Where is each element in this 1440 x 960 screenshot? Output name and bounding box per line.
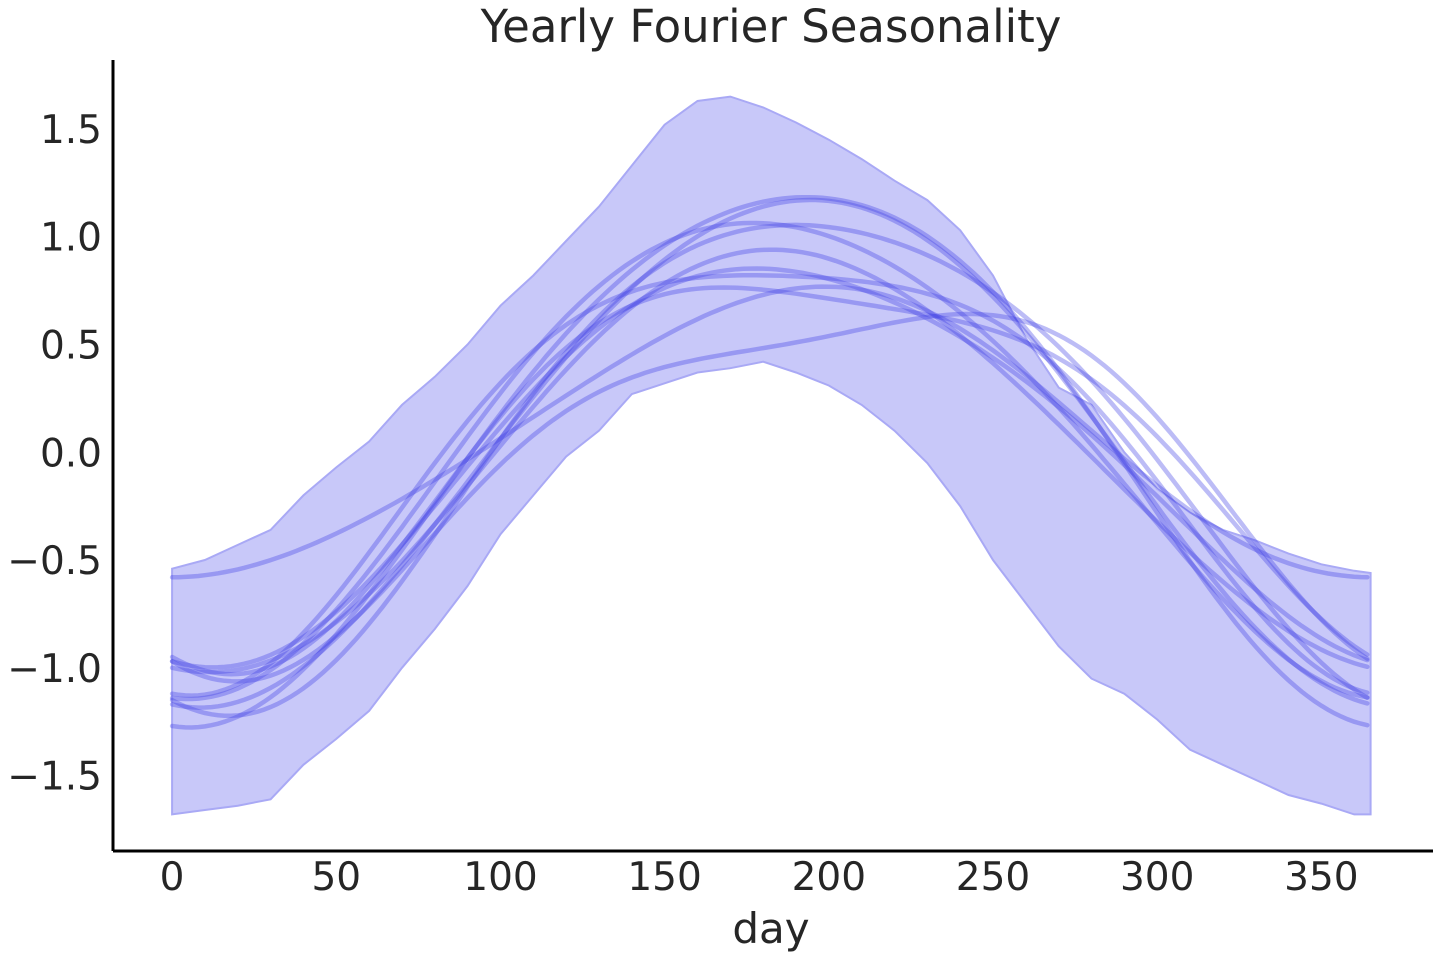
series-lines-layer	[169, 194, 1370, 730]
y-tick-label: −1.0	[7, 647, 102, 692]
seasonality-sample-line-4	[169, 222, 1370, 719]
seasonality-sample-line-6	[169, 197, 1370, 710]
chart-title: Yearly Fourier Seasonality	[480, 0, 1062, 53]
x-tick-label: 350	[1284, 855, 1358, 900]
x-tick-label: 0	[160, 855, 185, 900]
seasonality-sample-line-9	[169, 247, 1370, 675]
seasonality-sample-line-10	[169, 266, 1370, 670]
x-tick-label: 100	[463, 855, 537, 900]
seasonality-sample-line-2	[169, 285, 1370, 677]
y-tick-label: 0.0	[40, 431, 102, 476]
x-tick-label: 300	[1120, 855, 1194, 900]
y-tick-labels: −1.5 −1.0 −0.5 0.0 0.5 1.0 1.5	[7, 108, 102, 800]
y-tick-label: −0.5	[7, 539, 102, 584]
seasonality-sample-line-3	[169, 273, 1370, 698]
seasonality-sample-line-8	[169, 284, 1370, 580]
x-tick-label: 200	[792, 855, 866, 900]
x-axis-label: day	[732, 904, 809, 953]
y-tick-label: 0.5	[40, 324, 102, 369]
uncertainty-band	[171, 95, 1372, 816]
y-tick-label: 1.0	[40, 216, 102, 261]
x-tick-label: 150	[627, 855, 701, 900]
seasonality-sample-line-5	[169, 220, 1370, 702]
x-tick-labels: 0 50 100 150 200 250 300 350	[160, 855, 1359, 900]
seasonality-sample-line-7	[169, 194, 1370, 730]
axes	[111, 60, 1433, 853]
x-tick-label: 250	[956, 855, 1030, 900]
y-tick-label: −1.5	[7, 755, 102, 800]
x-tick-label: 50	[311, 855, 361, 900]
y-tick-label: 1.5	[40, 108, 102, 153]
uncertainty-band-layer	[171, 95, 1372, 816]
seasonality-sample-line-1	[169, 311, 1370, 684]
